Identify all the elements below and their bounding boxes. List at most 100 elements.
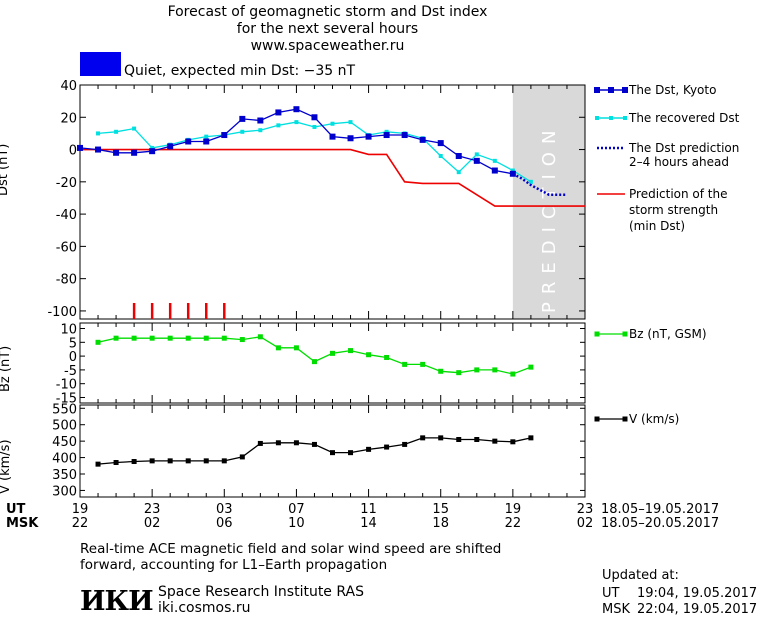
legend-dst-recovered: The recovered Dst xyxy=(629,111,740,125)
bz-point xyxy=(528,364,534,370)
v-point xyxy=(492,438,498,444)
msk-tick-label: 18 xyxy=(432,516,449,531)
msk-date-range: 18.05–20.05.2017 xyxy=(601,516,720,531)
legend-dst-prediction-1: The Dst prediction xyxy=(629,141,740,155)
recovered-dst-point xyxy=(276,123,281,128)
dst-kyoto-point xyxy=(329,133,336,140)
v-point xyxy=(510,439,516,445)
y-tick-label: 450 xyxy=(52,435,77,450)
v-point xyxy=(474,437,480,442)
v-point xyxy=(185,458,191,464)
bz-point xyxy=(420,361,426,367)
source-url[interactable]: www.spaceweather.ru xyxy=(250,38,405,54)
msk-tick-label: 02 xyxy=(576,516,594,531)
recovered-dst-point xyxy=(312,124,317,129)
plot-frame xyxy=(79,84,586,320)
y-tick-label: 10 xyxy=(60,323,77,338)
dst-kyoto-point xyxy=(203,138,210,145)
recovered-dst-point xyxy=(348,120,353,125)
legend-storm-1: Prediction of the xyxy=(629,187,728,201)
status-color-box xyxy=(80,52,121,76)
dst-kyoto-point xyxy=(185,138,192,145)
bz-point xyxy=(474,367,480,373)
ut-tick-label: 23 xyxy=(143,502,161,517)
y-tick-label: 0 xyxy=(69,350,77,365)
recovered-dst-point xyxy=(528,179,533,184)
v-point xyxy=(402,441,408,447)
recovered-dst-point xyxy=(474,152,479,157)
bz-point xyxy=(348,348,354,354)
y-tick-label: 300 xyxy=(52,484,77,499)
updated-msk-value: 22:04, 19.05.2017 xyxy=(637,602,758,617)
ut-tick-label: 15 xyxy=(432,502,449,517)
msk-tick-label: 02 xyxy=(143,516,161,531)
y-tick-label: -60 xyxy=(56,240,77,255)
recovered-dst-point xyxy=(456,170,461,175)
ut-tick-label: 07 xyxy=(288,502,305,517)
updated-msk-label: MSK xyxy=(602,602,630,617)
legend-bz-marker xyxy=(622,331,628,337)
recovered-dst-point xyxy=(438,154,443,159)
dst-kyoto-point xyxy=(365,133,372,140)
v-point xyxy=(203,458,209,464)
bz-point xyxy=(510,371,516,377)
dst-kyoto-point xyxy=(257,117,264,124)
y-tick-label: 5 xyxy=(69,336,77,351)
v-point xyxy=(221,458,227,464)
v-point xyxy=(239,454,245,460)
bz-point xyxy=(95,339,101,345)
chart-title-line2: for the next several hours xyxy=(236,21,419,37)
dst-kyoto-point xyxy=(275,109,282,116)
dst-kyoto-point xyxy=(221,132,228,139)
recovered-dst-point xyxy=(492,158,497,163)
prediction-region xyxy=(512,85,585,319)
v-point xyxy=(438,435,444,441)
msk-tick-label: 14 xyxy=(360,516,377,531)
dst-kyoto-point xyxy=(311,114,318,121)
ut-tick-label: 11 xyxy=(360,502,377,517)
v-point xyxy=(384,444,390,450)
legend-v-marker xyxy=(622,416,628,422)
v-point xyxy=(167,458,173,464)
bz-axis-title: Bz (nT) xyxy=(0,345,13,392)
ut-label: UT xyxy=(6,502,26,517)
bz-point xyxy=(275,345,281,351)
legend-v-marker xyxy=(594,416,600,422)
msk-tick-label: 22 xyxy=(71,516,89,531)
dst-kyoto-point xyxy=(437,140,444,147)
v-point xyxy=(456,437,462,442)
recovered-dst-point xyxy=(204,134,209,139)
recovered-dst-point xyxy=(240,129,245,134)
institute-url[interactable]: iki.cosmos.ru xyxy=(158,600,251,616)
updated-label: Updated at: xyxy=(602,568,679,583)
bz-point xyxy=(402,361,408,367)
dst-kyoto-point xyxy=(383,132,390,139)
legend-recovered-marker xyxy=(595,116,599,120)
legend-recovered-marker xyxy=(623,116,627,120)
legend-dst-prediction-2: 2–4 hours ahead xyxy=(629,155,729,169)
bz-point xyxy=(384,354,390,360)
y-tick-label: -80 xyxy=(56,273,77,288)
legend-recovered-marker xyxy=(609,116,613,120)
y-tick-label: -100 xyxy=(47,305,77,320)
bz-point xyxy=(221,335,227,341)
dst-kyoto-point xyxy=(77,144,83,151)
legend-marks xyxy=(594,87,628,422)
bz-point xyxy=(456,370,462,376)
institute-name: Space Research Institute RAS xyxy=(158,584,364,600)
bz-line xyxy=(97,336,532,375)
legend-v: V (km/s) xyxy=(629,412,680,426)
bz-series xyxy=(95,334,534,377)
y-tick-label: 20 xyxy=(60,111,77,126)
v-point xyxy=(420,435,426,441)
ut-date-range: 18.05–19.05.2017 xyxy=(601,502,720,517)
dst-series xyxy=(77,106,585,319)
msk-tick-label: 06 xyxy=(216,516,233,531)
recovered-dst-point xyxy=(330,121,335,126)
bz-point xyxy=(293,345,299,351)
y-tick-label: -5 xyxy=(64,364,77,379)
storm-prediction-line xyxy=(80,148,585,207)
